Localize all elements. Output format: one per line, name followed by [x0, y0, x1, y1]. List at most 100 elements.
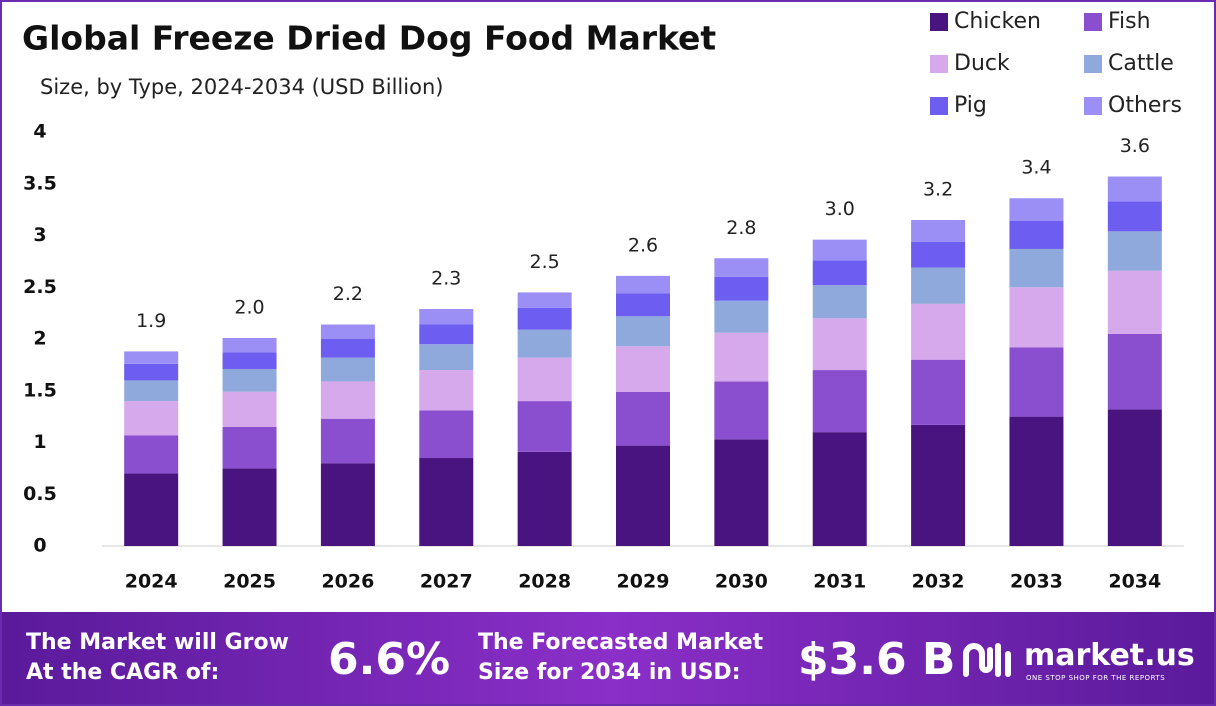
- bar-segment: [124, 401, 179, 436]
- bar-segment: [812, 432, 867, 546]
- bar-segment: [812, 239, 867, 261]
- bar-segment: [714, 381, 769, 440]
- bar-segment: [1009, 248, 1064, 288]
- bar-segment: [1107, 270, 1162, 334]
- x-tick-label: 2029: [617, 571, 670, 593]
- bar-segment: [616, 346, 670, 392]
- bar-segment: [517, 329, 572, 358]
- bar-segment: [911, 241, 966, 268]
- legend-label: Chicken: [954, 9, 1041, 34]
- bar-segment: [714, 332, 769, 382]
- legend-swatch: [930, 97, 948, 115]
- x-tick-label: 2025: [223, 571, 276, 593]
- x-tick-label: 2030: [715, 571, 768, 593]
- legend-label: Others: [1108, 93, 1182, 118]
- x-tick-label: 2028: [518, 571, 571, 593]
- total-label: 2.5: [530, 251, 560, 273]
- bar-segment: [222, 337, 277, 353]
- chart-subtitle: Size, by Type, 2024-2034 (USD Billion): [40, 75, 443, 99]
- bar-segment: [1107, 231, 1162, 271]
- bar-segment: [616, 391, 670, 446]
- bar-segment: [1009, 347, 1064, 417]
- legend-swatch: [930, 13, 948, 31]
- bar-segment: [124, 363, 179, 381]
- text-line: Size for 2034 in USD:: [478, 660, 741, 685]
- bar-segment: [222, 352, 277, 370]
- bar-segment: [517, 292, 572, 308]
- bar-segment: [419, 410, 474, 459]
- bar-segment: [320, 418, 375, 464]
- legend-swatch: [1084, 13, 1102, 31]
- bar-segment: [1009, 416, 1064, 546]
- total-label: 3.6: [1120, 135, 1150, 157]
- legend-swatch: [1084, 97, 1102, 115]
- text-line: At the CAGR of:: [26, 660, 220, 685]
- bar-segment: [419, 344, 474, 371]
- bar-segment: [616, 445, 670, 546]
- total-label: 2.6: [628, 234, 658, 256]
- y-tick-label: 3: [33, 224, 46, 246]
- y-tick-label: 0.5: [23, 483, 57, 505]
- chart-title: Global Freeze Dried Dog Food Market: [22, 19, 716, 58]
- bar-segment: [419, 324, 474, 345]
- y-tick-label: 2: [33, 328, 46, 350]
- bar-segment: [1009, 198, 1064, 222]
- bar-segment: [812, 370, 867, 433]
- forecast-text: The Forecasted Market Size for 2034 in US…: [478, 628, 763, 688]
- total-label: 2.3: [431, 267, 461, 289]
- bar-segment: [714, 258, 769, 277]
- bar-segment: [517, 451, 572, 546]
- bar-segment: [320, 324, 375, 339]
- text-line: The Forecasted Market: [478, 630, 764, 655]
- chart: Global Freeze Dried Dog Food Market Size…: [22, 9, 1184, 593]
- total-label: 2.2: [333, 283, 363, 305]
- y-tick-label: 3.5: [23, 172, 57, 194]
- bar-segment: [1009, 287, 1064, 348]
- total-label: 1.9: [136, 310, 166, 332]
- legend-swatch: [1084, 55, 1102, 73]
- bar-segment: [419, 370, 474, 411]
- bar-segment: [517, 357, 572, 402]
- bar-segment: [911, 424, 966, 546]
- x-tick-label: 2026: [321, 571, 374, 593]
- y-tick-label: 1.5: [23, 379, 57, 401]
- legend-label: Pig: [954, 93, 987, 118]
- x-tick-label: 2032: [912, 571, 965, 593]
- bar-segment: [616, 275, 670, 294]
- x-tick-label: 2033: [1010, 571, 1063, 593]
- y-tick-label: 1: [33, 431, 46, 453]
- bar-segment: [616, 316, 670, 347]
- x-tick-label: 2031: [813, 571, 866, 593]
- brand: market.us: [1024, 638, 1195, 673]
- y-tick-label: 4: [33, 121, 46, 143]
- legend-label: Duck: [954, 51, 1010, 76]
- bar-segment: [419, 308, 474, 325]
- legend-label: Cattle: [1108, 51, 1174, 76]
- forecast-value: $3.6 B: [798, 634, 956, 685]
- bar-segment: [124, 380, 179, 402]
- bar-segment: [517, 307, 572, 330]
- y-tick-label: 0: [33, 535, 46, 557]
- bar-segment: [320, 381, 375, 419]
- bar-segment: [1009, 221, 1064, 249]
- total-label: 3.4: [1021, 157, 1051, 179]
- bar-segment: [911, 359, 966, 425]
- legend-swatch: [930, 55, 948, 73]
- cagr-value: 6.6%: [328, 634, 451, 685]
- bar-segment: [812, 285, 867, 319]
- total-label: 2.0: [234, 296, 264, 318]
- bar-segment: [1107, 409, 1162, 546]
- bar-segment: [222, 468, 277, 546]
- total-label: 3.2: [923, 178, 953, 200]
- text-line: The Market will Grow: [26, 630, 289, 655]
- bar-segment: [714, 439, 769, 546]
- brand-icon: [963, 643, 1011, 677]
- bar-segment: [911, 303, 966, 360]
- bar-segment: [1107, 176, 1162, 202]
- bar-segment: [222, 426, 277, 469]
- bar-segment: [419, 458, 474, 546]
- legend-label: Fish: [1108, 9, 1151, 34]
- x-tick-label: 2024: [125, 571, 178, 593]
- bar-segment: [714, 300, 769, 333]
